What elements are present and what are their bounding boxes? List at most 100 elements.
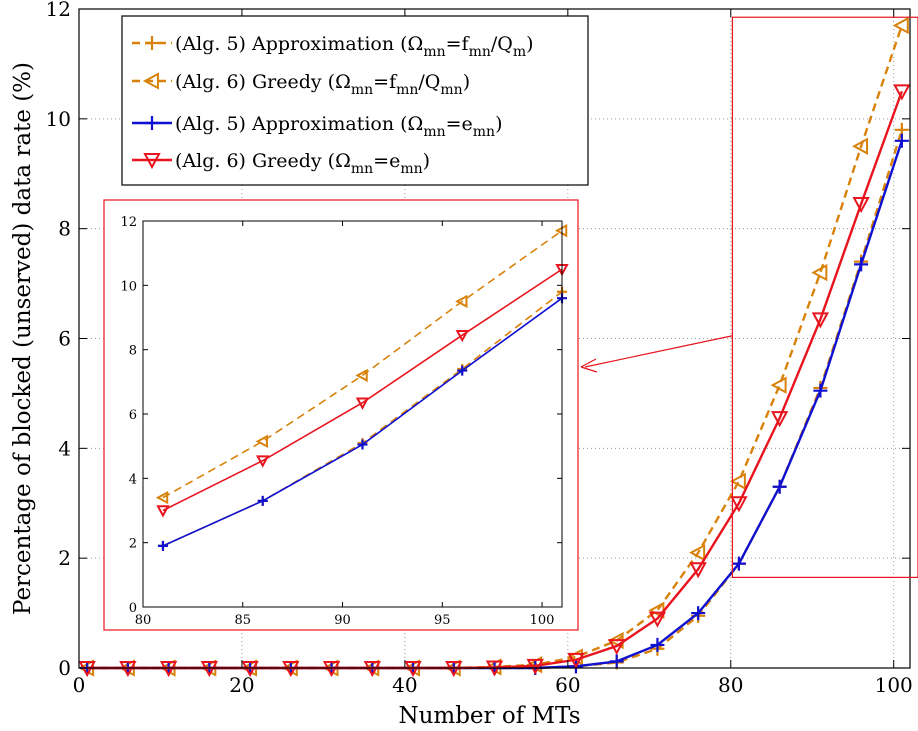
inset-y-tick-label-5: 10 bbox=[120, 279, 137, 294]
legend-label-3-part-3: =e bbox=[373, 150, 400, 172]
legend-label-3-part-4: mn bbox=[400, 161, 422, 177]
legend-label-0-part-5: /Q bbox=[491, 33, 513, 55]
inset-series-3-point-3 bbox=[455, 329, 469, 343]
main-series-2-point-18 bbox=[813, 383, 828, 398]
inset-series-1-point-1 bbox=[255, 434, 268, 449]
inset-x-tick-label-4: 100 bbox=[530, 613, 555, 628]
inset-series-1-point-0 bbox=[155, 490, 169, 505]
main-series-2-point-16 bbox=[731, 556, 746, 571]
main-series-2-point-13 bbox=[609, 654, 624, 669]
main-series-1-point-19 bbox=[852, 137, 869, 155]
main-series-2-point-15 bbox=[691, 606, 706, 621]
legend-label-3-part-5: ) bbox=[423, 150, 430, 172]
y-tick-label-6: 12 bbox=[46, 0, 71, 21]
y-tick-label-2: 4 bbox=[58, 436, 71, 460]
main-series-3-point-16 bbox=[730, 496, 748, 513]
y-tick-label-5: 10 bbox=[46, 107, 71, 131]
x-axis-label: Number of MTs bbox=[398, 703, 580, 729]
legend-label-1-part-6: mn bbox=[440, 82, 462, 98]
legend-label-1-part-3: =f bbox=[373, 71, 398, 93]
legend-label-3-part-0: (Alg. 6) Greedy ( bbox=[175, 150, 335, 172]
main-series-2-point-19 bbox=[854, 257, 869, 272]
inset-series-3-point-2 bbox=[355, 397, 370, 410]
x-tick-label-3: 60 bbox=[555, 673, 580, 697]
legend-label-1-part-0: (Alg. 6) Greedy ( bbox=[175, 71, 335, 93]
main-series-1-point-20 bbox=[892, 16, 909, 35]
legend-label-0-part-3: =f bbox=[446, 33, 471, 55]
x-tick-label-2: 40 bbox=[392, 673, 417, 697]
callout-arrow-head bbox=[580, 358, 598, 373]
main-series-3-point-17 bbox=[770, 411, 789, 428]
inset-series-3-line bbox=[162, 268, 563, 512]
y-tick-label-4: 8 bbox=[58, 217, 71, 241]
inset-x-tick-label-2: 90 bbox=[334, 613, 351, 628]
inset-x-tick-label-3: 95 bbox=[434, 613, 451, 628]
legend-label-2-part-3: =e bbox=[446, 113, 473, 135]
inset-y-tick-label-6: 12 bbox=[120, 215, 137, 230]
inset-y-tick-label-2: 4 bbox=[129, 472, 137, 487]
inset-y-tick-label-3: 6 bbox=[129, 408, 137, 423]
legend-label-0-part-7: ) bbox=[526, 33, 533, 55]
legend-label-0: (Alg. 5) Approximation (Ωmn=fmn/Qm) bbox=[175, 33, 534, 60]
legend-label-2-part-0: (Alg. 5) Approximation ( bbox=[175, 113, 408, 135]
inset-series-2-point-1 bbox=[257, 495, 268, 506]
main-series-3-point-18 bbox=[811, 312, 830, 329]
main-series-2-point-14 bbox=[650, 637, 665, 652]
main-series-3-point-12 bbox=[567, 652, 585, 669]
y-tick-label-1: 2 bbox=[58, 546, 71, 570]
inset-x-tick-label-1: 85 bbox=[234, 613, 251, 628]
legend: (Alg. 5) Approximation (Ωmn=fmn/Qm)(Alg.… bbox=[121, 15, 589, 186]
legend-label-1-part-4: mn bbox=[396, 82, 418, 98]
inset-y-tick-label-1: 2 bbox=[129, 537, 137, 552]
legend-label-2-part-5: ) bbox=[495, 113, 502, 135]
legend-label-0-part-0: (Alg. 5) Approximation ( bbox=[175, 33, 408, 55]
grid bbox=[79, 9, 910, 668]
y-tick-label-3: 6 bbox=[58, 327, 71, 351]
legend-label-2-part-4: mn bbox=[473, 124, 495, 140]
main-series-3-point-15 bbox=[689, 562, 707, 579]
legend-label-0-part-6: m bbox=[513, 44, 526, 60]
legend-label-2-part-1: Ω bbox=[408, 113, 424, 135]
x-tick-label-0: 0 bbox=[73, 673, 86, 697]
inset-series-1-line bbox=[162, 229, 563, 499]
legend-label-0-part-2: mn bbox=[423, 44, 445, 60]
callout-arrow-line bbox=[584, 335, 733, 368]
main-series-3-point-20 bbox=[893, 84, 911, 101]
main-series-1-point-16 bbox=[729, 472, 746, 490]
legend-label-0-part-1: Ω bbox=[408, 33, 424, 55]
y-axis-label: Percentage of blocked (unserved) data ra… bbox=[10, 62, 36, 615]
inset-series-1-point-2 bbox=[355, 368, 368, 383]
main-series-1-point-17 bbox=[770, 376, 787, 394]
inset-series bbox=[155, 223, 569, 551]
inset-y-tick-label-4: 8 bbox=[129, 344, 137, 359]
main-series-3-point-13 bbox=[608, 639, 626, 656]
inset-series-2-point-0 bbox=[157, 540, 168, 551]
x-tick-label-4: 80 bbox=[718, 673, 743, 697]
inset-y-tick-label-0: 0 bbox=[129, 601, 137, 616]
legend-label-1-part-2: mn bbox=[351, 82, 373, 98]
legend-marker-0 bbox=[145, 36, 159, 50]
main-series-1-point-18 bbox=[811, 263, 828, 282]
x-tick-label-5: 100 bbox=[875, 673, 913, 697]
main-series-3-point-14 bbox=[648, 611, 667, 628]
legend-label-2: (Alg. 5) Approximation (Ωmn=emn) bbox=[175, 113, 503, 140]
main-series-3-point-11 bbox=[526, 658, 544, 675]
legend-marker-2 bbox=[145, 116, 159, 130]
inset-series-3-point-1 bbox=[256, 455, 270, 468]
legend-label-3-part-2: mn bbox=[351, 161, 373, 177]
inset-series-3-point-0 bbox=[156, 505, 170, 518]
main-series-1-point-15 bbox=[689, 543, 706, 562]
legend-label-3-part-1: Ω bbox=[335, 150, 351, 172]
legend-label-2-part-2: mn bbox=[423, 124, 445, 140]
inset-series-2-point-2 bbox=[357, 439, 368, 450]
legend-box bbox=[121, 15, 589, 186]
main-series-2-point-20 bbox=[894, 133, 909, 148]
legend-marker-1 bbox=[142, 72, 159, 90]
legend-label-1-part-5: /Q bbox=[418, 71, 440, 93]
main-series-2-point-17 bbox=[772, 479, 787, 494]
inset-series-2-point-3 bbox=[457, 365, 468, 376]
legend-label-1-part-7: ) bbox=[463, 71, 470, 93]
legend-label-3: (Alg. 6) Greedy (Ωmn=emn) bbox=[175, 150, 430, 177]
legend-label-1: (Alg. 6) Greedy (Ωmn=fmn/Qmn) bbox=[175, 71, 470, 98]
